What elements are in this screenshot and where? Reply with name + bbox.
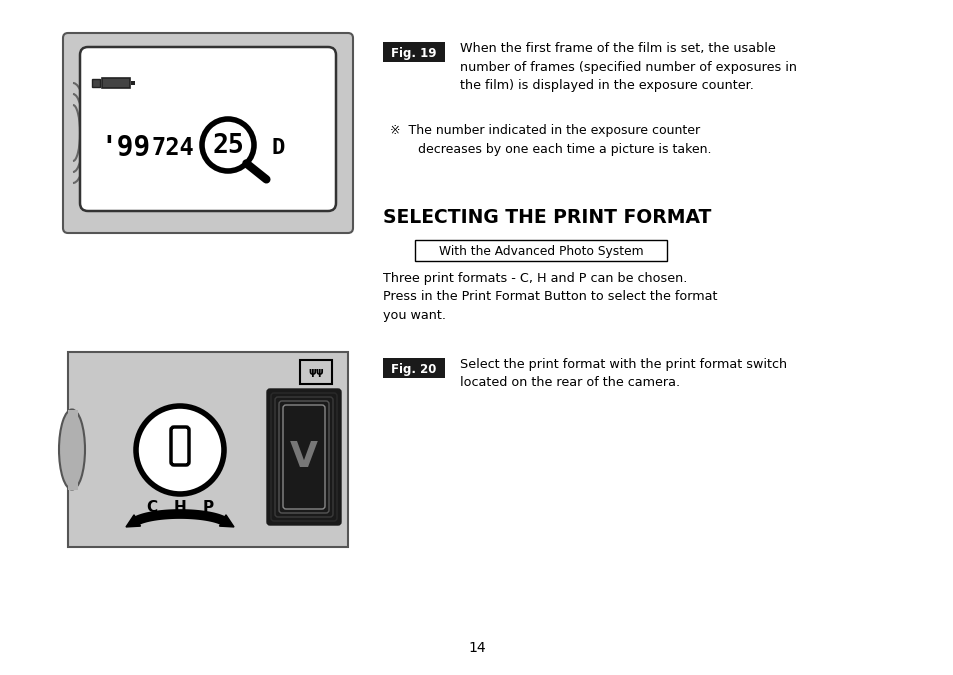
Text: SELECTING THE PRINT FORMAT: SELECTING THE PRINT FORMAT (382, 208, 711, 227)
Text: 724: 724 (152, 136, 194, 160)
FancyArrow shape (126, 515, 140, 527)
FancyBboxPatch shape (267, 389, 340, 525)
FancyBboxPatch shape (80, 47, 335, 211)
Text: ψψ: ψψ (308, 367, 323, 377)
Text: D: D (272, 138, 285, 158)
Text: 25: 25 (212, 133, 244, 159)
Text: V: V (290, 440, 317, 474)
Text: With the Advanced Photo System: With the Advanced Photo System (438, 245, 642, 258)
Text: H: H (173, 500, 186, 516)
Bar (415, 240, 666, 261)
FancyBboxPatch shape (63, 33, 353, 233)
Bar (382, 358, 444, 378)
Bar (91, 79, 100, 87)
Text: Fig. 19: Fig. 19 (391, 47, 436, 59)
Text: C: C (146, 500, 157, 516)
Circle shape (136, 406, 224, 494)
Text: ※  The number indicated in the exposure counter
       decreases by one each tim: ※ The number indicated in the exposure c… (390, 124, 711, 156)
Text: Select the print format with the print format switch
located on the rear of the : Select the print format with the print f… (459, 358, 786, 389)
Text: P: P (202, 500, 213, 516)
FancyBboxPatch shape (171, 427, 189, 465)
Text: 14: 14 (468, 641, 485, 655)
Ellipse shape (59, 410, 85, 489)
Bar (68, 410, 78, 489)
Bar (131, 81, 135, 85)
Bar (382, 42, 444, 62)
Text: Three print formats - C, H and P can be chosen.
Press in the Print Format Button: Three print formats - C, H and P can be … (382, 272, 717, 322)
Text: '99: '99 (100, 134, 150, 162)
Text: When the first frame of the film is set, the usable
number of frames (specified : When the first frame of the film is set,… (459, 42, 796, 92)
Bar (299, 360, 332, 384)
Text: Fig. 20: Fig. 20 (391, 362, 436, 375)
FancyArrow shape (219, 515, 233, 527)
Circle shape (202, 119, 253, 171)
Bar (102, 78, 130, 88)
Bar (68, 352, 348, 547)
